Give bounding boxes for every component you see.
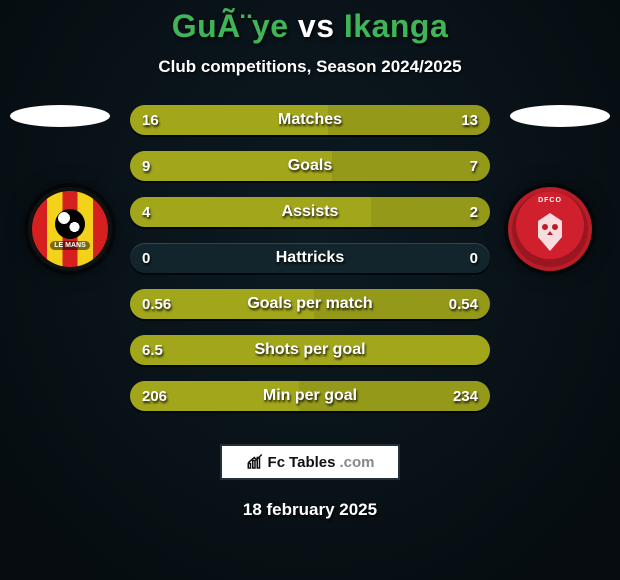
left-club-badge: LE MANS bbox=[28, 187, 112, 271]
stat-row: 0.56 0.54 Goals per match bbox=[130, 289, 490, 319]
stat-value-left: 16 bbox=[130, 105, 171, 135]
season-subtitle: Club competitions, Season 2024/2025 bbox=[0, 57, 620, 77]
le-mans-crest: LE MANS bbox=[32, 191, 108, 267]
stat-label: Min per goal bbox=[263, 387, 357, 405]
owl-icon bbox=[530, 207, 570, 251]
left-badge-text: LE MANS bbox=[50, 241, 90, 250]
stat-label: Shots per goal bbox=[254, 341, 365, 359]
stat-value-left: 206 bbox=[130, 381, 179, 411]
brand-tables: Tables bbox=[289, 454, 335, 471]
stat-value-left: 0.56 bbox=[130, 289, 183, 319]
brand-fc: Fc bbox=[268, 454, 286, 471]
stat-value-right: 7 bbox=[458, 151, 490, 181]
stat-value-left: 0 bbox=[130, 243, 162, 273]
right-spotlight bbox=[510, 105, 610, 127]
stat-label: Assists bbox=[282, 203, 339, 221]
stat-value-right: 13 bbox=[449, 105, 490, 135]
stat-label: Hattricks bbox=[276, 249, 344, 267]
dijon-crest: DFCO bbox=[512, 191, 588, 267]
fctables-logo: FcTables.com bbox=[220, 444, 400, 480]
player2-name: Ikanga bbox=[344, 8, 448, 44]
stat-label: Matches bbox=[278, 111, 342, 129]
footer-date: 18 february 2025 bbox=[0, 500, 620, 520]
right-badge-text: DFCO bbox=[538, 197, 562, 204]
stat-value-left: 6.5 bbox=[130, 335, 175, 365]
stat-label: Goals bbox=[288, 157, 332, 175]
stats-stage: LE MANS DFCO 16 13 Matches 9 7 Goals 4 2 Assists… bbox=[0, 105, 620, 415]
stat-value-right: 0 bbox=[458, 243, 490, 273]
stat-value-right: 2 bbox=[458, 197, 490, 227]
soccer-ball-icon bbox=[55, 209, 85, 239]
stat-value-right: 234 bbox=[441, 381, 490, 411]
stat-row: 4 2 Assists bbox=[130, 197, 490, 227]
stat-row: 206 234 Min per goal bbox=[130, 381, 490, 411]
comparison-title: GuÃ¨ye vs Ikanga bbox=[0, 0, 620, 45]
stat-label: Goals per match bbox=[247, 295, 372, 313]
stat-value-left: 9 bbox=[130, 151, 162, 181]
stat-value-left: 4 bbox=[130, 197, 162, 227]
stat-rows: 16 13 Matches 9 7 Goals 4 2 Assists 0 0 Hattricks 0.… bbox=[130, 105, 490, 427]
right-club-badge: DFCO bbox=[508, 187, 592, 271]
stat-row: 0 0 Hattricks bbox=[130, 243, 490, 273]
left-spotlight bbox=[10, 105, 110, 127]
stat-value-right: 0.54 bbox=[437, 289, 490, 319]
stat-row: 9 7 Goals bbox=[130, 151, 490, 181]
chart-icon bbox=[246, 453, 264, 471]
stat-row: 6.5 Shots per goal bbox=[130, 335, 490, 365]
brand-dotcom: .com bbox=[339, 454, 374, 471]
vs-label: vs bbox=[298, 8, 335, 44]
player1-name: GuÃ¨ye bbox=[172, 8, 289, 44]
stat-row: 16 13 Matches bbox=[130, 105, 490, 135]
